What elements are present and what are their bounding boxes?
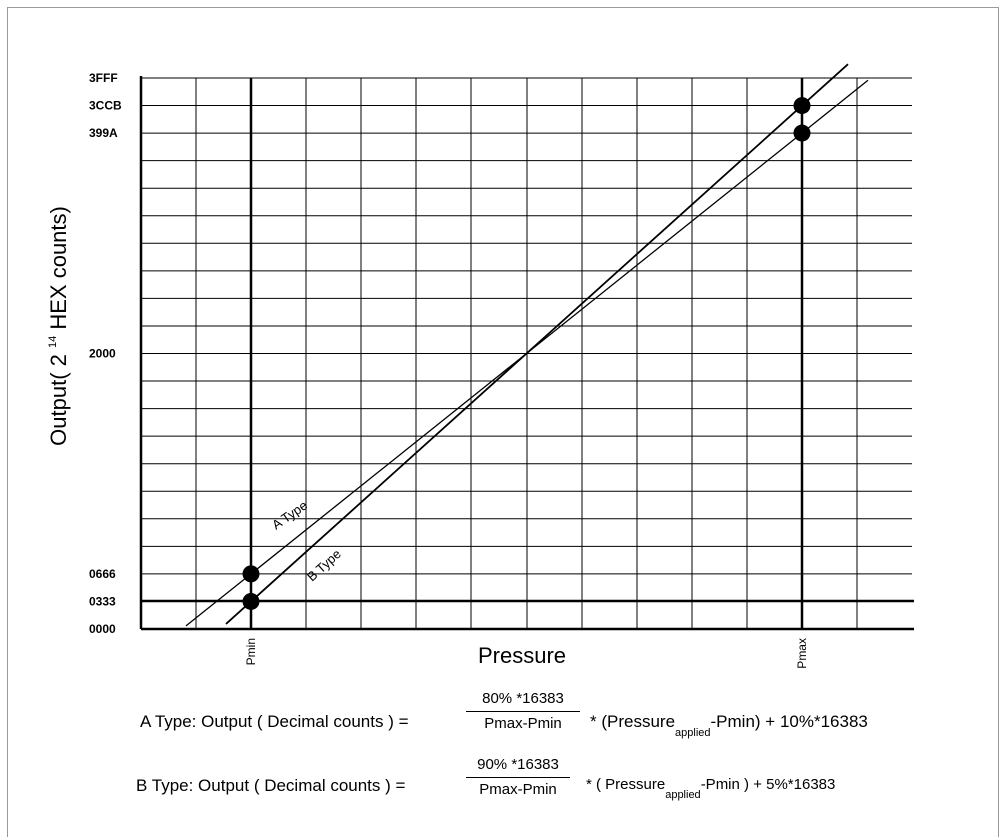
y-tick-label: 3FFF [89,71,118,85]
series-label-a: A Type [269,498,310,533]
y-axis-title: Output( 2 14 HEX counts) [46,206,71,446]
formula-b-fraction-bar [466,777,570,778]
x-tick-label: Pmin [244,638,258,665]
y-tick-label: 0333 [89,594,116,608]
formula-a-fraction-bar [466,711,580,712]
formula-a-suffix: -Pmin) + 10%*16383 [710,712,868,731]
series-line-b [225,63,849,625]
x-axis-title: Pressure [478,643,566,668]
y-tick-label: 2000 [89,346,116,360]
formula-a-middle: * (Pressure [590,712,676,731]
y-tick-label: 399A [89,126,118,140]
formula-a-denominator: Pmax-Pmin [484,715,562,732]
formula-a-fraction: 80% *16383 Pmax-Pmin [466,690,580,733]
chart: 3FFF 3CCB 399A 2000 0666 0333 0000 A Type B Type… [46,63,914,669]
formula-b-numerator: 90% *16383 [477,756,559,773]
formula-b-middle: * ( Pressure [586,776,666,793]
formula-b-subscript: applied [665,789,701,801]
formula-a-numerator: 80% *16383 [482,690,564,707]
formula-a-tail: * (Pressureapplied-Pmin) + 10%*16383 [590,712,868,739]
y-tick-label: 0000 [89,622,116,636]
y-tick-label: 3CCB [89,99,122,113]
y-tick-label: 0666 [89,567,116,581]
formula-a-prefix: A Type: Output ( Decimal counts ) = [140,712,409,731]
data-point-b [793,97,811,115]
formula-b: B Type: Output ( Decimal counts ) = [136,776,405,796]
series-label-b: B Type [304,546,344,584]
figure-frame [7,7,999,837]
formula-b-denominator: Pmax-Pmin [479,781,557,798]
x-tick-label: Pmax [795,638,809,669]
data-point-b [242,592,260,610]
formula-b-tail: * ( Pressureapplied-Pmin ) + 5%*16383 [586,776,836,801]
formula-a-subscript: applied [675,727,711,739]
data-point-a [242,565,260,583]
formula-b-suffix: -Pmin ) + 5%*16383 [700,776,836,793]
formula-a: A Type: Output ( Decimal counts ) = [140,712,409,732]
formula-b-prefix: B Type: Output ( Decimal counts ) = [136,776,406,795]
data-point-a [793,124,811,142]
formula-b-fraction: 90% *16383 Pmax-Pmin [466,756,570,799]
